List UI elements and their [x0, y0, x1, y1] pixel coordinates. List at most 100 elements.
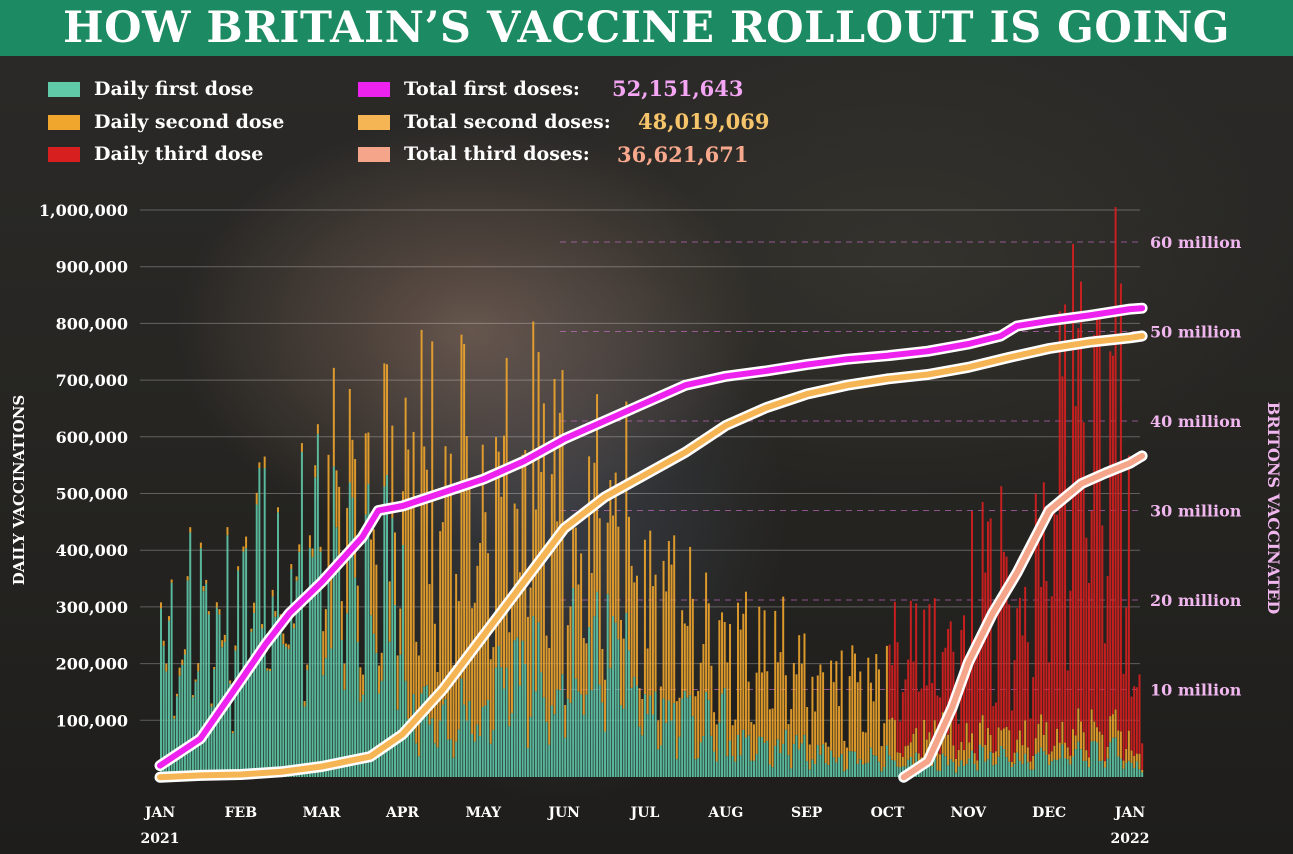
bar-daily-second	[447, 487, 450, 740]
bar-daily-first	[1077, 741, 1080, 777]
bar-daily-first	[391, 518, 394, 777]
bar-daily-second	[356, 585, 359, 643]
bar-daily-first	[612, 616, 615, 777]
bar-daily-first	[167, 620, 170, 777]
bar-daily-second	[205, 579, 208, 584]
bar-daily-second	[497, 451, 500, 647]
y2-tick-label: 20 million	[1150, 591, 1242, 610]
bar-daily-third	[1069, 590, 1072, 756]
bar-daily-second	[335, 470, 338, 528]
bar-daily-first	[984, 761, 987, 777]
bar-daily-second	[401, 491, 404, 545]
bar-daily-first	[614, 622, 617, 777]
bar-daily-first	[649, 695, 652, 777]
bar-daily-second	[508, 632, 511, 727]
bar-daily-second	[417, 655, 420, 757]
bar-daily-second	[1000, 730, 1003, 746]
bar-daily-second	[675, 701, 678, 760]
bar-daily-third	[931, 682, 934, 752]
x-tick-label: JAN	[143, 805, 175, 821]
bar-daily-first	[237, 570, 240, 777]
bar-daily-first	[311, 556, 314, 777]
bar-daily-second	[162, 640, 165, 647]
bar-daily-second	[1072, 729, 1075, 757]
bar-daily-first	[1072, 756, 1075, 777]
bar-daily-first	[1029, 769, 1032, 777]
bar-daily-third	[1061, 376, 1064, 722]
bar-daily-second	[452, 665, 455, 758]
bar-daily-first	[234, 650, 237, 777]
bar-daily-first	[1090, 741, 1093, 777]
bar-daily-second	[202, 586, 205, 592]
bar-daily-first	[920, 771, 923, 777]
bar-daily-first	[306, 669, 309, 777]
bar-daily-third	[1117, 472, 1120, 731]
bar-daily-second	[885, 645, 888, 746]
legend-daily-third: Daily third dose	[48, 143, 263, 165]
bar-daily-second	[495, 437, 498, 668]
legend-total-first: Total first doses:	[358, 78, 580, 100]
bar-daily-first	[521, 640, 524, 777]
bar-daily-first	[540, 672, 543, 777]
bar-daily-second	[463, 343, 466, 705]
bar-daily-second	[316, 424, 319, 434]
bar-daily-first	[697, 758, 700, 777]
bar-daily-second	[420, 329, 423, 694]
bar-daily-first	[327, 572, 330, 777]
bar-daily-first	[255, 504, 258, 777]
bar-daily-second	[1106, 746, 1109, 759]
bar-daily-second	[399, 608, 402, 655]
bar-daily-first	[378, 693, 381, 777]
bar-daily-third	[1127, 455, 1130, 731]
bar-daily-second	[699, 662, 702, 743]
bar-daily-first	[367, 483, 370, 777]
bar-daily-second	[327, 454, 330, 573]
bar-daily-second	[625, 401, 628, 613]
legend-total-third: Total third doses:	[358, 143, 590, 165]
bar-daily-first	[1056, 760, 1059, 777]
bar-daily-first	[489, 743, 492, 777]
bar-daily-second	[742, 613, 745, 730]
bar-daily-second	[415, 641, 418, 744]
y2-tick-label: 10 million	[1150, 681, 1242, 700]
bar-daily-first	[277, 512, 279, 777]
bar-daily-second	[883, 723, 886, 767]
bar-daily-first	[492, 729, 495, 777]
bar-daily-first	[420, 693, 423, 777]
bar-daily-first	[375, 652, 378, 777]
bar-daily-second	[359, 667, 362, 702]
bar-daily-third	[1029, 718, 1032, 762]
bar-daily-second	[409, 504, 412, 732]
bar-daily-second	[657, 720, 660, 750]
bar-daily-first	[526, 748, 529, 777]
bar-daily-first	[266, 670, 269, 777]
bar-daily-third	[1101, 525, 1104, 735]
bar-daily-second	[1018, 730, 1021, 761]
bar-daily-second	[915, 728, 918, 753]
bar-daily-third	[1008, 604, 1011, 731]
bar-daily-second	[425, 469, 428, 686]
bar-daily-second	[806, 707, 809, 762]
bar-daily-first	[1042, 751, 1045, 777]
bar-daily-third	[912, 661, 915, 734]
bar-daily-first	[253, 612, 256, 777]
bar-daily-second	[258, 462, 261, 469]
y-tick-label: 700,000	[56, 371, 128, 390]
bar-daily-second	[550, 474, 553, 706]
bar-daily-first	[830, 750, 833, 777]
bar-daily-third	[955, 698, 958, 759]
bar-daily-second	[896, 752, 899, 767]
bar-daily-first	[298, 551, 301, 777]
bar-daily-first	[816, 744, 819, 777]
bar-daily-second	[484, 512, 487, 706]
bar-daily-second	[423, 446, 426, 687]
bar-daily-second	[237, 566, 240, 571]
bar-daily-second	[407, 449, 410, 720]
bar-daily-second	[689, 546, 692, 696]
bar-daily-second	[1042, 734, 1045, 752]
bar-daily-first	[162, 646, 165, 777]
bar-daily-third	[1087, 582, 1090, 758]
bar-daily-second	[242, 546, 245, 552]
x-tick-label: JUN	[546, 805, 580, 821]
